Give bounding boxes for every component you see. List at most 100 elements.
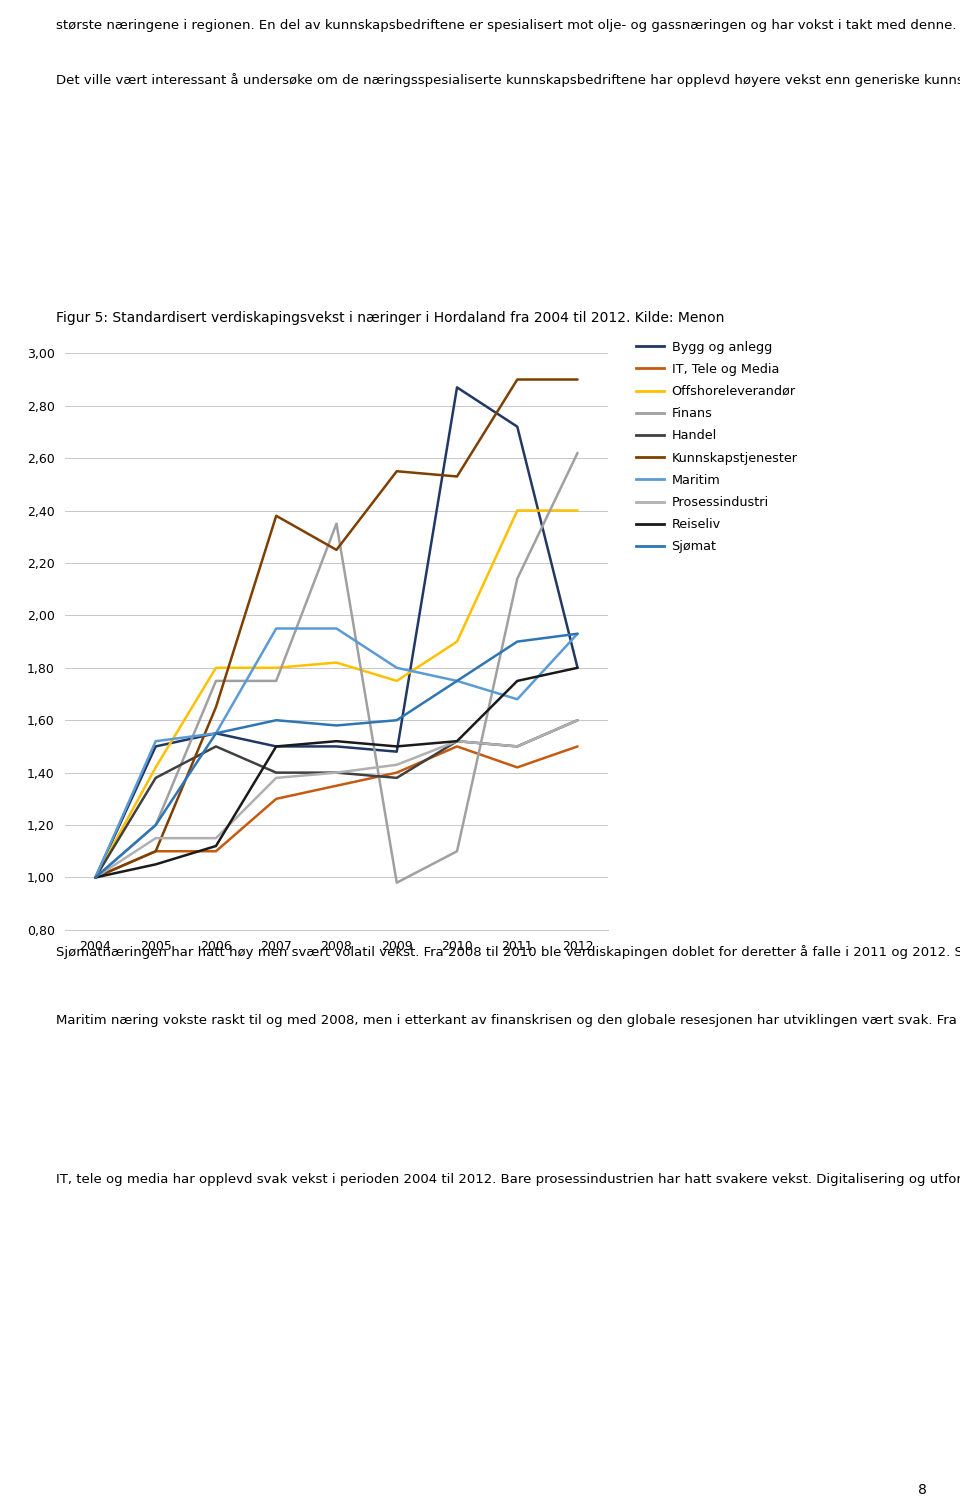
Prosessindustri <box>391 756 402 774</box>
IT, Tele og Media <box>89 868 101 886</box>
Offshoreleverandør <box>451 632 463 650</box>
Reiseliv <box>391 738 402 756</box>
Finans <box>451 842 463 860</box>
Line: Kunnskapstjenester: Kunnskapstjenester <box>95 380 578 877</box>
Reiseliv <box>210 838 222 856</box>
Bygg og anlegg <box>451 378 463 396</box>
IT, Tele og Media <box>210 842 222 860</box>
Prosessindustri <box>271 768 282 786</box>
Bygg og anlegg <box>330 738 342 756</box>
Bygg og anlegg <box>512 417 523 435</box>
IT, Tele og Media <box>572 738 584 756</box>
Handel <box>150 768 161 786</box>
Prosessindustri <box>451 732 463 750</box>
Reiseliv <box>451 732 463 750</box>
Finans <box>271 671 282 689</box>
Text: 8: 8 <box>918 1483 926 1497</box>
Sjømat <box>210 724 222 742</box>
Line: Prosessindustri: Prosessindustri <box>95 720 578 877</box>
Offshoreleverandør <box>210 659 222 677</box>
Maritim <box>391 659 402 677</box>
Prosessindustri <box>210 829 222 847</box>
Bygg og anlegg <box>271 738 282 756</box>
Maritim <box>271 620 282 638</box>
Line: Handel: Handel <box>95 720 578 877</box>
Line: Offshoreleverandør: Offshoreleverandør <box>95 511 578 877</box>
Handel <box>210 738 222 756</box>
IT, Tele og Media <box>512 759 523 777</box>
Offshoreleverandør <box>89 868 101 886</box>
Bygg og anlegg <box>89 868 101 886</box>
IT, Tele og Media <box>451 738 463 756</box>
IT, Tele og Media <box>271 789 282 807</box>
Handel <box>271 764 282 782</box>
Text: største næringene i regionen. En del av kunnskapsbedriftene er spesialisert mot : største næringene i regionen. En del av … <box>56 18 960 32</box>
Sjømat <box>271 711 282 729</box>
Offshoreleverandør <box>512 502 523 520</box>
Maritim <box>330 620 342 638</box>
Finans <box>572 445 584 463</box>
Bygg og anlegg <box>150 738 161 756</box>
Kunnskapstjenester <box>271 507 282 525</box>
Kunnskapstjenester <box>391 463 402 481</box>
Offshoreleverandør <box>150 759 161 777</box>
Maritim <box>150 732 161 750</box>
Line: Maritim: Maritim <box>95 629 578 877</box>
Reiseliv <box>150 856 161 874</box>
Handel <box>451 732 463 750</box>
Maritim <box>210 724 222 742</box>
Kunnskapstjenester <box>572 370 584 389</box>
Sjømat <box>572 624 584 643</box>
Legend: Bygg og anlegg, IT, Tele og Media, Offshoreleverandør, Finans, Handel, Kunnskaps: Bygg og anlegg, IT, Tele og Media, Offsh… <box>636 340 798 553</box>
Finans <box>210 671 222 689</box>
Text: IT, tele og media har opplevd svak vekst i perioden 2004 til 2012. Bare prosessi: IT, tele og media har opplevd svak vekst… <box>56 1172 960 1185</box>
Sjømat <box>512 632 523 650</box>
IT, Tele og Media <box>150 842 161 860</box>
Handel <box>572 711 584 729</box>
Kunnskapstjenester <box>150 842 161 860</box>
Offshoreleverandør <box>271 659 282 677</box>
Kunnskapstjenester <box>89 868 101 886</box>
Line: Finans: Finans <box>95 454 578 883</box>
Finans <box>330 514 342 532</box>
Line: Reiseliv: Reiseliv <box>95 668 578 877</box>
Sjømat <box>451 671 463 689</box>
Kunnskapstjenester <box>210 699 222 717</box>
Text: Sjømatnæringen har hatt høy men svært volatil vekst. Fra 2008 til 2010 ble verdi: Sjømatnæringen har hatt høy men svært vo… <box>56 945 960 959</box>
Offshoreleverandør <box>572 502 584 520</box>
Handel <box>512 738 523 756</box>
Reiseliv <box>512 671 523 689</box>
Finans <box>89 868 101 886</box>
Kunnskapstjenester <box>512 370 523 389</box>
Offshoreleverandør <box>391 671 402 689</box>
Handel <box>330 764 342 782</box>
Line: Bygg og anlegg: Bygg og anlegg <box>95 387 578 877</box>
Finans <box>391 874 402 892</box>
Maritim <box>89 868 101 886</box>
Bygg og anlegg <box>210 724 222 742</box>
Text: Det ville vært interessant å undersøke om de næringsspesialiserte kunnskapsbedri: Det ville vært interessant å undersøke o… <box>56 73 960 86</box>
Line: Sjømat: Sjømat <box>95 634 578 877</box>
Bygg og anlegg <box>391 742 402 761</box>
Prosessindustri <box>512 738 523 756</box>
IT, Tele og Media <box>391 764 402 782</box>
Offshoreleverandør <box>330 653 342 671</box>
Bygg og anlegg <box>572 659 584 677</box>
Reiseliv <box>271 738 282 756</box>
Prosessindustri <box>572 711 584 729</box>
Text: Figur 5: Standardisert verdiskapingsvekst i næringer i Hordaland fra 2004 til 20: Figur 5: Standardisert verdiskapingsveks… <box>56 311 724 325</box>
Finans <box>150 816 161 835</box>
Text: Maritim næring vokste raskt til og med 2008, men i etterkant av finanskrisen og : Maritim næring vokste raskt til og med 2… <box>56 1013 960 1027</box>
Kunnskapstjenester <box>451 467 463 485</box>
Maritim <box>512 689 523 708</box>
Handel <box>89 868 101 886</box>
Handel <box>391 768 402 786</box>
Sjømat <box>150 816 161 835</box>
Maritim <box>451 671 463 689</box>
Prosessindustri <box>150 829 161 847</box>
Reiseliv <box>330 732 342 750</box>
Reiseliv <box>89 868 101 886</box>
Reiseliv <box>572 659 584 677</box>
Line: IT, Tele og Media: IT, Tele og Media <box>95 747 578 877</box>
IT, Tele og Media <box>330 777 342 795</box>
